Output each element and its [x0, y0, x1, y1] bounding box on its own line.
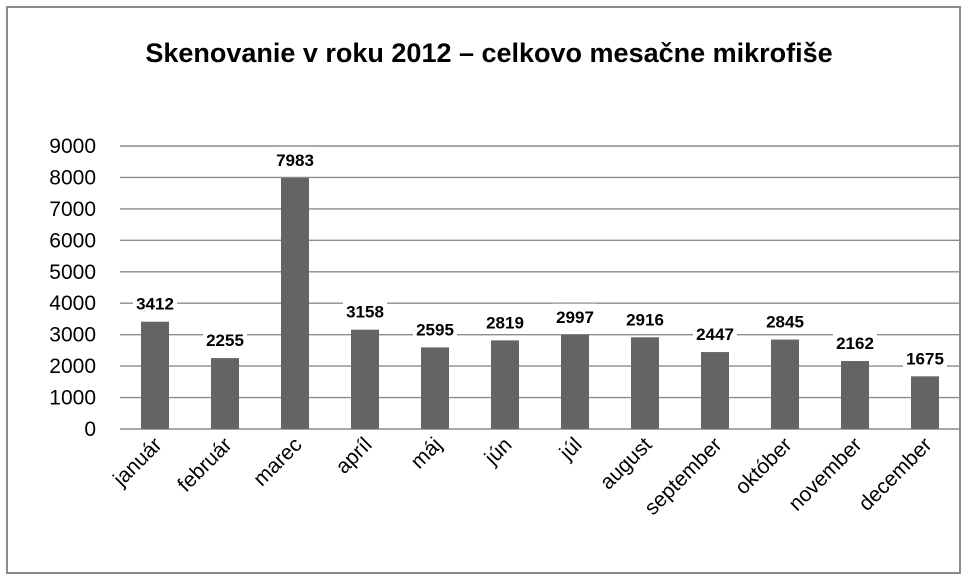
x-tick-label: marec [249, 433, 307, 491]
data-label: 2845 [766, 313, 804, 332]
bar [631, 337, 659, 429]
x-tick-label: júl [555, 433, 587, 465]
bar [771, 339, 799, 429]
data-label: 2819 [486, 313, 524, 332]
data-label: 2255 [206, 331, 244, 350]
y-tick-label: 5000 [49, 261, 96, 284]
data-label-bg [483, 309, 527, 332]
data-labels: 3412 2255 7983 3158 2595 2819 2997 2916 2447 2845… [133, 146, 947, 368]
x-tick-label: máj [406, 433, 446, 473]
data-label-bg [203, 327, 247, 350]
y-tick-label: 8000 [49, 166, 96, 189]
x-tick-label: december [854, 433, 936, 515]
bars [141, 177, 939, 429]
y-tick-label: 3000 [49, 324, 96, 347]
y-tick-label: 9000 [49, 135, 96, 158]
data-label: 3158 [346, 303, 384, 322]
bar [351, 329, 379, 429]
chart-title: Skenovanie v roku 2012 – celkovo mesačne… [145, 38, 832, 68]
bar [141, 321, 169, 429]
data-label-bg [553, 303, 597, 326]
y-tick-label: 6000 [49, 229, 96, 252]
y-tick-label: 4000 [49, 292, 96, 315]
data-label: 7983 [276, 151, 314, 170]
bar [281, 177, 309, 429]
data-label-bg [833, 330, 877, 353]
bar [421, 347, 449, 429]
bar [911, 376, 939, 429]
data-label: 2595 [416, 320, 454, 339]
x-tick-label: január [108, 433, 166, 491]
data-label-bg [623, 306, 667, 329]
y-axis: 0 1000 2000 3000 4000 5000 6000 7000 8000 9000 [49, 135, 96, 441]
y-tick-label: 2000 [49, 355, 96, 378]
bar [211, 358, 239, 429]
data-label-bg [273, 146, 317, 169]
data-label-bg [903, 345, 947, 368]
data-label: 2447 [696, 325, 734, 344]
data-label-bg [763, 308, 807, 331]
gridlines [120, 145, 960, 430]
bar [491, 340, 519, 429]
data-label-bg [133, 290, 177, 313]
bar [561, 334, 589, 429]
x-tick-label: október [731, 433, 797, 499]
x-tick-label: jún [480, 433, 517, 470]
data-label-bg [413, 316, 457, 339]
x-tick-label: apríl [331, 433, 376, 478]
data-label: 2162 [836, 334, 874, 353]
chart-frame [6, 6, 961, 574]
y-tick-label: 7000 [49, 198, 96, 221]
bar [701, 352, 729, 429]
data-label-bg [343, 298, 387, 321]
data-label: 2916 [626, 310, 664, 329]
data-label: 1675 [906, 349, 944, 368]
x-tick-label: február [173, 433, 236, 496]
bar [841, 361, 869, 429]
y-tick-label: 1000 [49, 387, 96, 410]
x-tick-label: august [596, 433, 657, 494]
x-axis: január február marec apríl máj jún júl augustse… [108, 433, 936, 520]
data-label: 3412 [136, 295, 174, 314]
data-label: 2997 [556, 308, 594, 327]
y-tick-label: 0 [84, 418, 96, 441]
x-tick-label: november [784, 433, 866, 515]
data-label-bg [693, 321, 737, 344]
